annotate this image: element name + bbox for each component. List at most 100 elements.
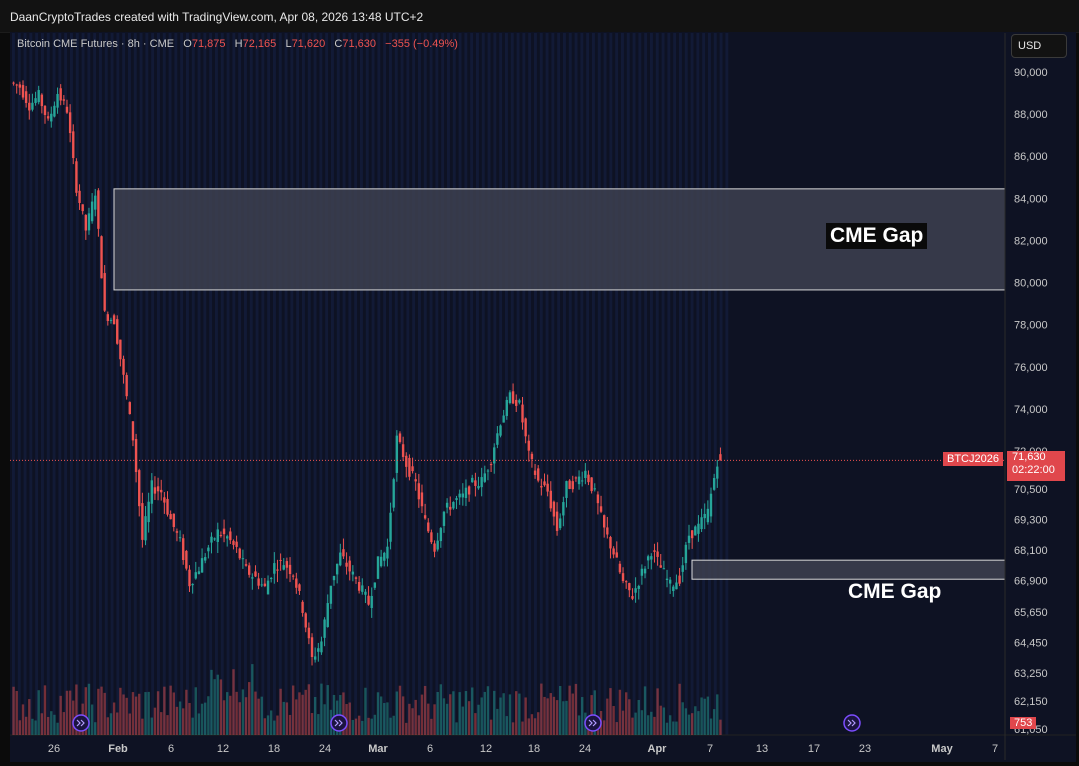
volume-bar (439, 684, 443, 735)
candle-body (552, 501, 556, 517)
candle-body (254, 571, 257, 577)
candle-body (361, 585, 364, 592)
volume-bar (169, 685, 172, 735)
volume-bar (480, 697, 483, 735)
volume-bar (502, 693, 505, 735)
volume-bar (207, 696, 210, 735)
currency-selector[interactable]: USD (1011, 34, 1067, 58)
volume-bar (555, 700, 559, 735)
volume-bar (515, 691, 518, 735)
volume-bar (46, 716, 50, 735)
volume-bar (373, 714, 377, 735)
volume-bar (342, 692, 345, 735)
gap-label-lower: CME Gap (848, 580, 942, 603)
volume-bar (370, 718, 373, 735)
volume-bar (637, 699, 640, 735)
candle-body (144, 516, 147, 541)
event-marker-icon (584, 714, 602, 732)
x-tick-label: 6 (168, 743, 174, 755)
volume-bar (461, 706, 465, 735)
volume-bar (361, 720, 364, 735)
candle-body (477, 485, 480, 489)
candle-body (166, 498, 169, 515)
candle-body (131, 421, 135, 441)
volume-bar (530, 714, 534, 735)
candle-body (398, 433, 402, 442)
volume-bar (291, 685, 295, 735)
candle-body (251, 577, 254, 579)
candle-body (628, 583, 631, 591)
volume-bar (37, 690, 40, 735)
volume-bar (153, 707, 157, 735)
y-tick-label: 64,450 (1014, 638, 1048, 650)
candle-body (194, 572, 197, 579)
volume-bar (244, 697, 248, 735)
candle-body (502, 415, 505, 423)
volume-bar (56, 722, 59, 735)
candle-body (596, 494, 600, 504)
candle-body (483, 473, 487, 482)
candle-body (433, 543, 436, 552)
volume-bar (562, 701, 565, 735)
volume-bar (166, 715, 169, 735)
candle-body (540, 486, 543, 488)
volume-bar (147, 691, 150, 735)
volume-bar (389, 717, 392, 735)
x-tick-label: 18 (528, 743, 540, 755)
candle-body (392, 479, 395, 508)
candle-body (411, 466, 414, 472)
volume-bar (672, 721, 675, 735)
volume-bar (191, 717, 194, 735)
candle-body (46, 116, 50, 119)
volume-bar (571, 693, 574, 735)
y-tick-label: 63,250 (1014, 668, 1048, 680)
candle-body (204, 557, 207, 561)
volume-bar (72, 700, 75, 735)
candle-body (574, 477, 578, 479)
volume-bar (251, 664, 254, 735)
candle-body (408, 457, 411, 477)
volume-bar (449, 694, 452, 735)
candle-body (546, 483, 549, 492)
volume-bar (659, 705, 662, 735)
volume-bar (518, 693, 521, 735)
candle-body (521, 404, 524, 423)
volume-bar (401, 696, 405, 735)
volume-bar (653, 716, 656, 735)
volume-bar (320, 683, 323, 735)
candle-body (90, 201, 94, 222)
x-tick-label: 12 (217, 743, 229, 755)
symbol-title[interactable]: Bitcoin CME Futures · 8h · CME (17, 38, 175, 50)
volume-bar (367, 717, 370, 735)
candle-body (493, 447, 496, 464)
candle-body (449, 506, 452, 510)
y-tick-label: 62,150 (1014, 696, 1048, 708)
candle-body (653, 550, 656, 552)
candle-body (606, 527, 609, 535)
volume-bar (433, 704, 436, 735)
volume-bar (119, 687, 122, 735)
candle-body (188, 569, 191, 587)
candle-body (138, 470, 141, 507)
volume-bar (408, 703, 411, 735)
volume-bar (109, 713, 113, 735)
candle-body (672, 586, 675, 592)
candle-body (599, 506, 603, 512)
candle-body (471, 477, 474, 483)
last-price-value: 71,630 (1012, 451, 1046, 463)
candle-body (18, 84, 22, 88)
candle-body (665, 578, 669, 580)
volume-bar (681, 702, 684, 735)
candle-body (543, 481, 546, 486)
volume-bar (260, 696, 263, 735)
candle-body (320, 641, 323, 653)
candle-body (238, 548, 241, 559)
candle-body (65, 106, 69, 113)
candle-body (191, 583, 194, 586)
volume-bar (31, 718, 34, 735)
candle-body (452, 501, 455, 509)
volume-bar (310, 713, 314, 735)
volume-bar (574, 683, 578, 735)
volume-bar (665, 722, 669, 735)
